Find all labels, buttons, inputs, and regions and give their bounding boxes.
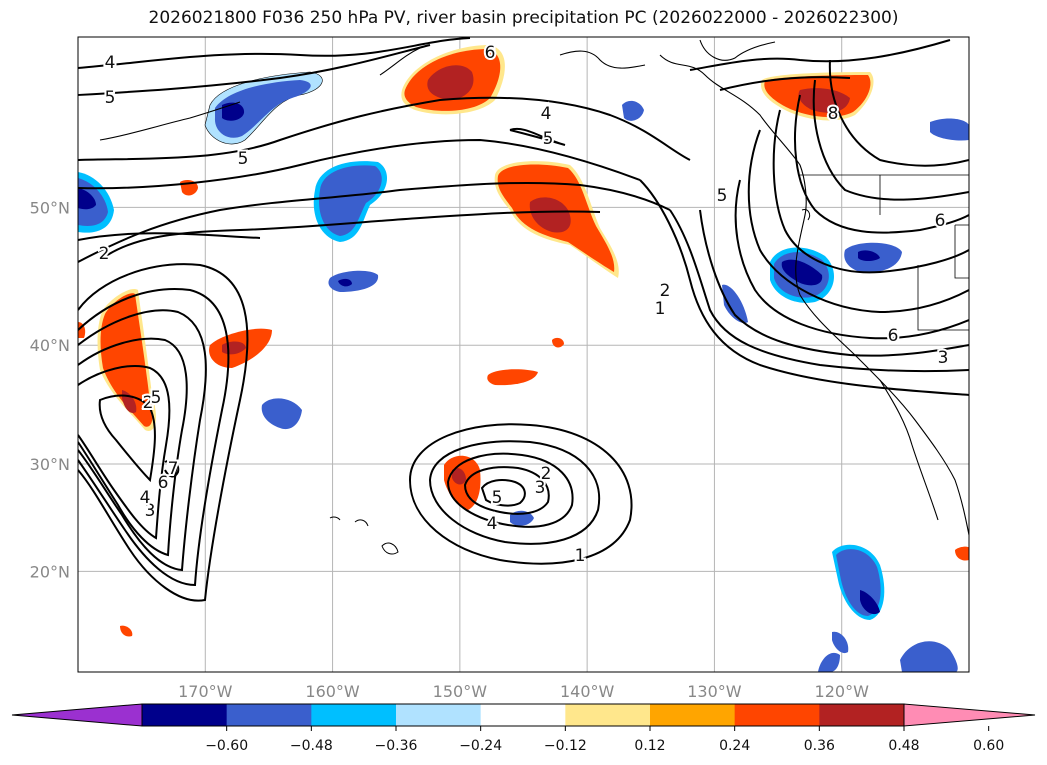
colorbar-segment [734,704,820,726]
contour-label: 4 [140,488,151,508]
precip-blob-negative [930,118,969,141]
lon-tick-label: 130°W [687,682,742,701]
precip-blob-positive [955,546,969,561]
contour-label: 4 [487,514,498,534]
colorbar-segment [226,704,312,726]
pv-contours [78,37,969,602]
precip-blob-negative [722,284,748,324]
colorbar-tick-label: −0.12 [544,738,587,754]
precip-blob-positive [487,369,538,386]
contour-label: 1 [655,299,666,319]
contour-label: 5 [717,186,728,206]
precip-blob-positive [100,293,153,427]
latitude-labels: 50°N 40°N 30°N 20°N [30,198,70,581]
precip-blob-positive [529,197,571,233]
colorbar-segment [480,704,566,726]
precip-blob-positive [120,625,133,637]
colorbar-segment [565,704,651,726]
lon-tick-label: 170°W [178,682,233,701]
colorbar-segment [142,704,228,726]
contour-label: 5 [238,149,249,169]
lat-tick-label: 30°N [30,455,70,474]
colorbar-tick-label: 0.48 [888,738,919,754]
colorbar-tick-label: 0.60 [973,738,1004,754]
colorbar-segment [650,704,736,726]
political-borders [800,174,969,331]
precip-blob-positive [452,468,466,485]
lat-tick-label: 50°N [30,198,70,217]
contour-label: 4 [105,53,116,73]
colorbar-tick-label: 0.12 [634,738,665,754]
contour-label: 2 [99,244,110,264]
precip-blob-negative [338,278,352,287]
precip-blob-negative [818,652,840,672]
precip-blob-negative [832,631,849,654]
precip-blob-positive [552,337,564,348]
precip-blob-negative [318,165,382,236]
contour-label: 6 [935,211,946,231]
islands [329,209,811,555]
longitude-labels: 170°W 160°W 150°W 140°W 130°W 120°W [178,682,869,701]
precip-blob-negative [900,641,958,672]
precip-blob-positive [427,65,474,100]
contour-label: 6 [888,326,899,346]
contour-label: 8 [828,104,839,124]
precip-blob-negative [858,250,880,261]
colorbar: −0.60 −0.48 −0.36 −0.24 −0.12 0.12 0.24 0.36 0.4… [11,703,1036,754]
contour-label: 1 [575,546,586,566]
contour-label: 7 [168,459,179,479]
contour-label: 5 [492,488,503,508]
colorbar-tick-label: −0.24 [459,738,502,754]
lat-tick-label: 40°N [30,336,70,355]
contour-label: 2 [541,464,552,484]
precip-blob-negative [781,259,823,286]
precip-blob-negative [261,398,302,430]
colorbar-segment [396,704,482,726]
precip-blob-negative [78,188,96,210]
contour-label: 3 [145,501,156,521]
map-title: 2026021800 F036 250 hPa PV, river basin … [148,8,899,28]
precip-blob-negative [214,80,311,138]
contour-label: 2 [143,393,154,413]
colorbar-tick-label: −0.36 [375,738,418,754]
colorbar-tick-label: −0.60 [205,738,248,754]
contour-label: 3 [535,478,546,498]
lon-tick-label: 140°W [560,682,615,701]
contour-label: 5 [105,88,116,108]
lat-tick-label: 20°N [30,562,70,581]
contour-label: 5 [543,129,554,149]
contour-label: 1 [575,546,586,566]
precip-blob-negative [622,100,644,121]
colorbar-tick-label: −0.48 [290,738,333,754]
colorbar-extend-max [903,703,1036,727]
precip-blob-negative [328,270,379,292]
contour-label: 4 [541,104,552,124]
coastlines [99,39,969,536]
contour-label: 3 [938,348,949,368]
precip-blob-negative [222,102,245,121]
plot-border [77,36,970,673]
colorbar-segment [819,704,905,726]
contour-label: 6 [158,473,169,493]
precip-blob-negative [860,590,880,615]
contour-label: 2 [660,281,671,301]
lon-tick-label: 120°W [815,682,870,701]
colorbar-segment [311,704,397,726]
precip-shading [78,45,969,672]
contour-label: 6 [485,43,496,63]
colorbar-tick-label: 0.36 [804,738,835,754]
colorbar-outline [141,703,905,727]
colorbar-extend-min [11,703,143,727]
colorbar-tick-label: 0.24 [719,738,750,754]
lon-tick-label: 160°W [305,682,360,701]
contour-label: 5 [151,388,162,408]
lon-tick-label: 150°W [433,682,488,701]
